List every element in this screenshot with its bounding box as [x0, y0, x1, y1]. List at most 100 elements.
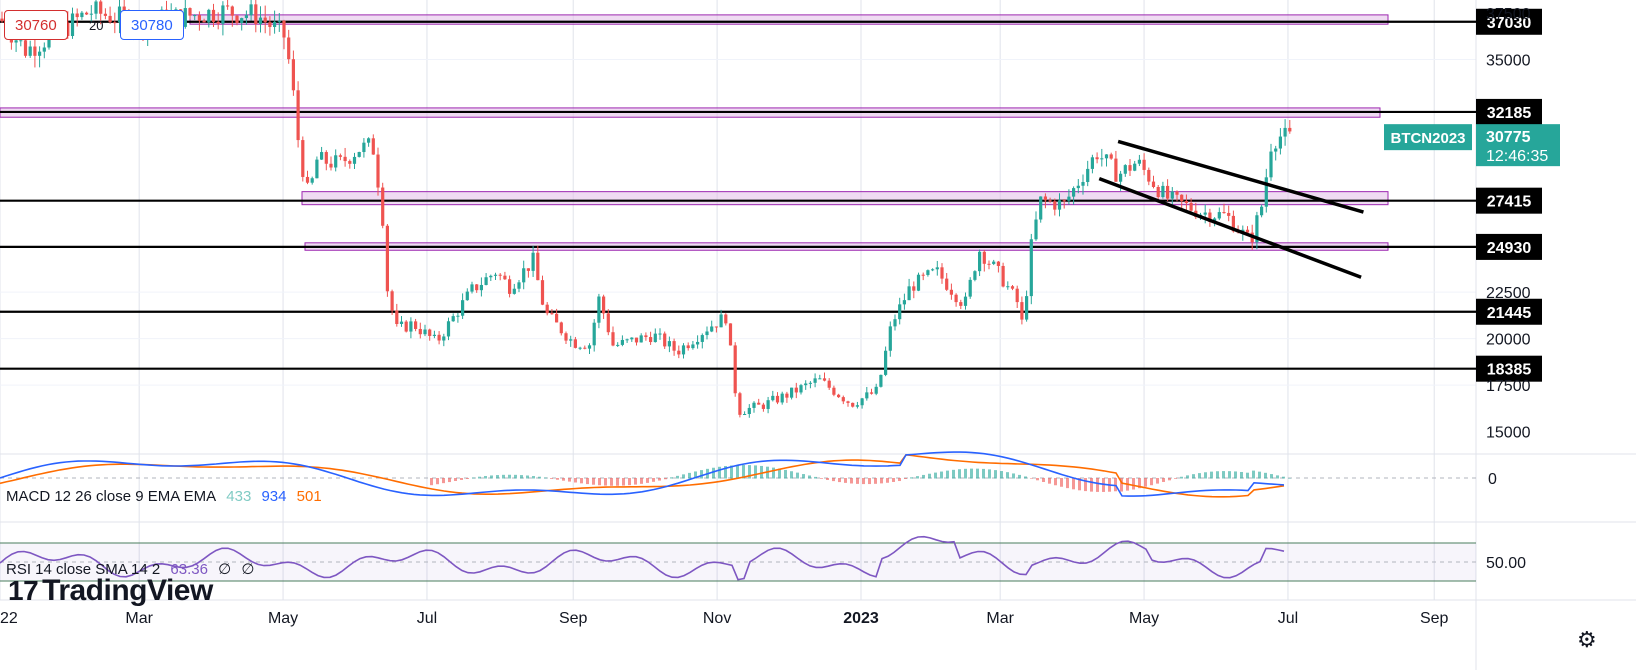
candle-body	[667, 341, 671, 347]
candle-body	[1142, 159, 1146, 170]
macd-hist-bar	[1234, 471, 1237, 479]
candle-body	[954, 294, 958, 303]
candle-body	[113, 22, 117, 24]
macd-hist-bar	[568, 478, 571, 482]
candle-body	[564, 333, 568, 341]
candle-body	[376, 154, 380, 188]
gear-icon[interactable]: ⚙	[1577, 627, 1597, 652]
candle-body	[508, 279, 512, 294]
resistance-zones	[0, 14, 1389, 251]
candle-body	[902, 300, 906, 305]
candle-body	[775, 395, 780, 403]
candle-body	[479, 284, 483, 291]
time-tick: Jul	[1278, 610, 1298, 627]
candle-body	[1156, 186, 1160, 198]
candle-body	[738, 393, 742, 415]
candle-body	[771, 395, 775, 401]
macd-hist-bar	[1084, 478, 1087, 492]
macd-hist-bar	[556, 478, 559, 480]
macd-hist-bar	[862, 478, 865, 485]
candle-body	[1278, 136, 1282, 149]
candle-body	[381, 187, 385, 226]
rsi-legend[interactable]: RSI 14 close SMA 14 2 63.36 ∅ ∅	[6, 560, 260, 578]
level-label-box	[1476, 298, 1542, 325]
candle-body	[207, 9, 211, 23]
candle-body	[390, 291, 394, 311]
candle-body	[23, 40, 28, 56]
price-tick: 15000	[1486, 425, 1531, 442]
candle-body	[611, 332, 615, 346]
candle-body	[1081, 182, 1085, 186]
candle-body	[498, 274, 502, 276]
macd-hist-bar	[844, 478, 847, 483]
candle-body	[606, 313, 610, 333]
candle-body	[945, 278, 949, 290]
macd-hist-bar	[610, 478, 613, 486]
macd-hist-bar	[928, 473, 931, 479]
time-tick: May	[1129, 610, 1159, 627]
candle-body	[1067, 196, 1071, 201]
candle-body	[301, 140, 305, 177]
candle-body	[1231, 215, 1235, 232]
candle-body	[630, 337, 634, 340]
time-tick: 2022	[0, 610, 18, 627]
candle-body	[799, 385, 803, 393]
candle-body	[1222, 212, 1226, 214]
candle-body	[512, 288, 516, 294]
macd-hist-bar	[1186, 475, 1189, 479]
macd-hist-bar	[838, 478, 841, 483]
price-tick: 17500	[1486, 378, 1531, 395]
candle-body	[813, 378, 817, 383]
candle-body	[291, 59, 295, 91]
candle-body	[183, 8, 187, 27]
candle-body	[658, 333, 662, 335]
macd-hist-bar	[1198, 473, 1201, 479]
macd-hist-bar	[910, 477, 913, 479]
macd-hist-bar	[1114, 478, 1117, 492]
macd-hist-bar	[1210, 471, 1213, 479]
time-axis[interactable]: 2022 Mar May Jul Sep Nov 2023 Mar May Jul Sep	[0, 610, 1449, 627]
candle-body	[804, 383, 808, 386]
candle-body	[437, 334, 441, 341]
macd-hist-bar	[598, 478, 601, 486]
macd-hist-bar	[1180, 476, 1183, 479]
macd-hist-bar	[784, 469, 787, 479]
price-tick: 20000	[1486, 332, 1531, 349]
macd-hist-bar	[988, 469, 991, 479]
spread-value: 20	[89, 18, 104, 33]
macd-hist-bar	[1252, 470, 1255, 479]
candle-body	[728, 323, 733, 346]
buy-price-button[interactable]: 30760	[4, 10, 68, 40]
macd-hist-bar	[868, 478, 871, 485]
macd-hist-bar	[562, 478, 565, 481]
candle-body	[484, 277, 488, 285]
descending-channel[interactable]	[1098, 139, 1364, 279]
macd-hist-bar	[688, 472, 691, 479]
candle-body	[1034, 219, 1038, 240]
sell-price-button[interactable]: 30780	[120, 10, 184, 40]
candle-body	[898, 304, 902, 320]
time-tick: Mar	[125, 610, 153, 627]
macd-hist-bar	[922, 474, 925, 479]
candle-body	[1189, 202, 1193, 211]
candle-body	[108, 15, 112, 23]
candle-body	[442, 336, 446, 341]
time-tick: Jul	[417, 610, 437, 627]
candle-body	[743, 414, 747, 416]
macd-hist-bar	[772, 467, 775, 479]
macd-hist-bar	[736, 465, 739, 479]
candle-body	[305, 176, 310, 183]
macd-legend[interactable]: MACD 12 26 close 9 EMA EMA 433 934 501	[6, 488, 328, 505]
macd-hist-bar	[886, 478, 889, 483]
macd-hist-bar	[478, 476, 481, 479]
candle-body	[1100, 158, 1104, 160]
candle-body	[1255, 215, 1259, 243]
price-axis[interactable]: 15000 17500 20000 22500 35000 37500 0 50.00	[1486, 6, 1531, 572]
candle-body	[465, 291, 469, 301]
candle-body	[987, 263, 991, 265]
macd-hist-bar	[532, 476, 535, 479]
candle-body	[221, 5, 225, 24]
candle-body	[395, 310, 399, 324]
macd-hist-bar	[904, 478, 907, 479]
